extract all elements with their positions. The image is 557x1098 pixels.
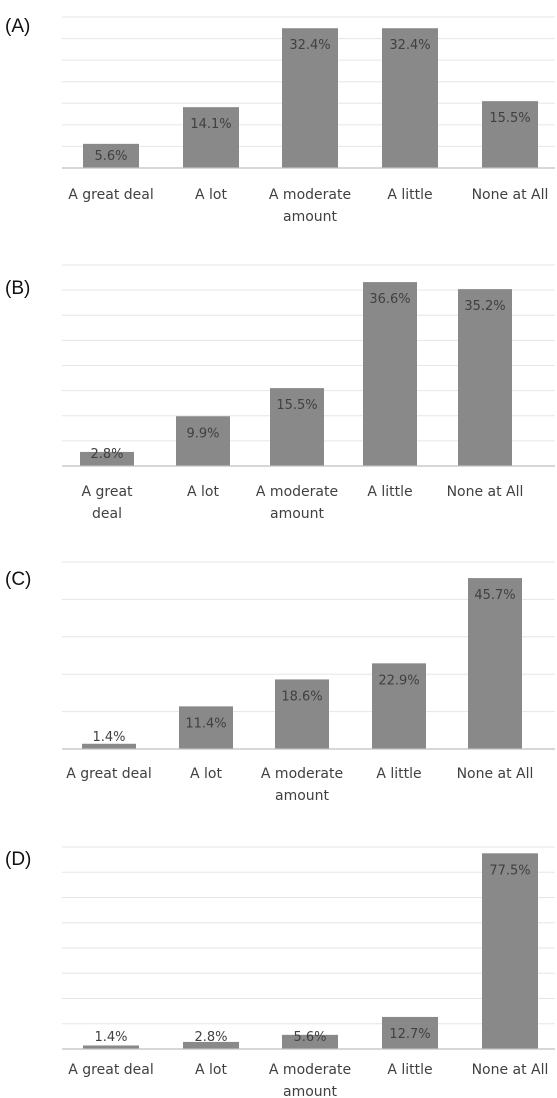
tick-label: A lot — [195, 1062, 227, 1078]
data-label: 45.7% — [474, 588, 515, 603]
bar — [179, 706, 233, 749]
bar — [458, 289, 512, 466]
tick-label: A lot — [190, 766, 222, 782]
panel-label: (B) — [5, 278, 30, 299]
panel-a: (A) 5.6% 14.1% 32.4% 32.4% 15.5% A great deal A… — [0, 0, 557, 262]
tick-label: A moderate amount — [261, 766, 343, 804]
bar — [82, 743, 136, 749]
data-label: 15.5% — [489, 111, 530, 126]
bar — [468, 578, 522, 749]
chart-a: (A) 5.6% 14.1% 32.4% 32.4% 15.5% A great deal A… — [5, 16, 555, 225]
data-label: 5.6% — [293, 1030, 326, 1045]
tick-label: None at All — [447, 484, 524, 500]
data-label: 22.9% — [378, 673, 419, 688]
data-label: 36.6% — [369, 292, 410, 307]
tick-label: A great deal — [68, 187, 153, 203]
bar — [282, 28, 338, 168]
panel-d: (D) 1.4% 2.8% 5.6% 12.7% 77.5% A great deal A l… — [0, 824, 557, 1098]
bar — [83, 143, 139, 168]
bar — [275, 679, 329, 749]
panel-label: (D) — [5, 849, 31, 870]
data-label: 14.1% — [190, 117, 231, 132]
bar — [176, 416, 230, 466]
data-label: 77.5% — [489, 863, 530, 878]
bar — [83, 1045, 139, 1049]
tick-label: A great deal — [68, 1062, 153, 1078]
tick-label: None at All — [472, 1062, 549, 1078]
bar — [372, 663, 426, 749]
data-label: 15.5% — [276, 398, 317, 413]
data-label: 5.6% — [94, 149, 127, 164]
data-label: 2.8% — [194, 1030, 227, 1045]
tick-label: A little — [387, 187, 432, 203]
tick-label: A little — [367, 484, 412, 500]
tick-label: None at All — [472, 187, 549, 203]
bar — [183, 1041, 239, 1049]
data-label: 32.4% — [289, 38, 330, 53]
bar — [270, 388, 324, 466]
data-label: 2.8% — [90, 447, 123, 462]
data-label: 9.9% — [186, 426, 219, 441]
data-label: 32.4% — [389, 38, 430, 53]
data-label: 11.4% — [185, 716, 226, 731]
bar — [482, 853, 538, 1049]
tick-label: A moderate amount — [269, 187, 351, 225]
tick-label: A little — [387, 1062, 432, 1078]
data-label: 18.6% — [281, 689, 322, 704]
bar — [363, 282, 417, 466]
panel-b: (B) 2.8% 9.9% 15.5% 36.6% 35.2% A great deal A l… — [0, 262, 557, 544]
bar — [282, 1034, 338, 1049]
tick-label: A moderate amount — [269, 1062, 351, 1098]
panel-c: (C) 1.4% 11.4% 18.6% 22.9% 45.7% A great deal A… — [0, 544, 557, 824]
data-label: 35.2% — [464, 299, 505, 314]
bar — [80, 451, 134, 466]
bar — [183, 107, 239, 168]
tick-label: None at All — [457, 766, 534, 782]
tick-label: A lot — [195, 187, 227, 203]
panel-label: (A) — [5, 16, 30, 37]
tick-label: A great deal — [66, 766, 151, 782]
data-label: 1.4% — [92, 730, 125, 745]
chart-d: (D) 1.4% 2.8% 5.6% 12.7% 77.5% A great deal A l… — [5, 846, 555, 1098]
data-label: 12.7% — [389, 1027, 430, 1042]
bar — [382, 1016, 438, 1049]
chart-b: (B) 2.8% 9.9% 15.5% 36.6% 35.2% A great deal A l… — [5, 264, 555, 522]
tick-label: A lot — [187, 484, 219, 500]
tick-label: A great deal — [81, 484, 133, 522]
bar — [382, 28, 438, 168]
tick-label: A moderate amount — [256, 484, 338, 522]
tick-label: A little — [376, 766, 421, 782]
chart-c: (C) 1.4% 11.4% 18.6% 22.9% 45.7% A great deal A… — [5, 561, 555, 804]
data-label: 1.4% — [94, 1030, 127, 1045]
panel-label: (C) — [5, 569, 31, 590]
bar — [482, 101, 538, 168]
